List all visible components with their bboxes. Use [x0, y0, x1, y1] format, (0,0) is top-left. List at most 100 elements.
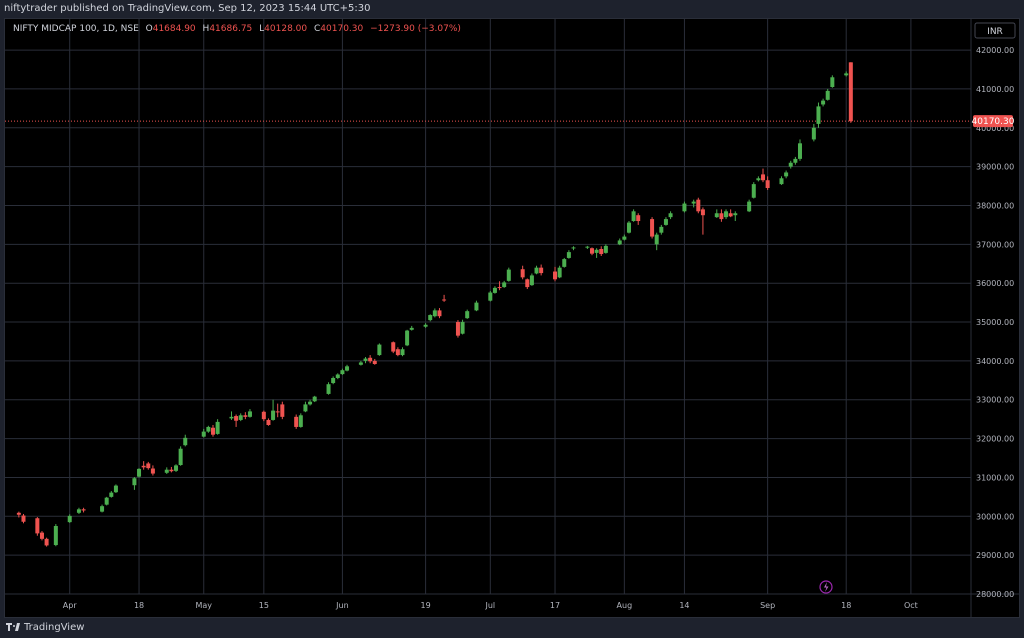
x-tick-label: Jun	[335, 601, 349, 610]
candle-body	[691, 201, 696, 204]
candle-body	[589, 248, 594, 254]
candle-body	[298, 415, 303, 427]
candle-body	[377, 344, 382, 356]
symbol-legend[interactable]: NIFTY MIDCAP 100, 1D, NSE O41684.90 H416…	[13, 24, 461, 34]
x-tick-label: 19	[421, 601, 431, 610]
x-tick-label: 18	[134, 601, 144, 610]
y-tick-label: 33000.00	[976, 396, 1014, 405]
last-price-tag-bg	[973, 115, 1013, 128]
candle-body	[539, 267, 544, 274]
candle-body	[529, 275, 534, 286]
candle-body	[326, 384, 331, 394]
candle-body	[363, 358, 368, 361]
candle-body	[636, 215, 641, 222]
y-tick-label: 40000.00	[976, 124, 1014, 133]
candle-body	[488, 292, 493, 301]
candle-body	[67, 515, 72, 523]
candle-body	[146, 463, 151, 469]
candle-body	[668, 213, 673, 218]
high-value: 41686.75	[209, 24, 252, 34]
candle-body	[100, 506, 105, 512]
candle-body	[460, 322, 465, 334]
candle-body	[747, 201, 752, 212]
candle-body	[700, 209, 705, 216]
chart-frame[interactable]: 28000.00 29000.00 30000.00 31000.00 32000.00…	[4, 18, 1020, 618]
currency-label: INR	[987, 27, 1003, 37]
x-tick-label: Sep	[760, 601, 775, 610]
candle-body	[76, 509, 81, 513]
tradingview-logo[interactable]: TradingView	[6, 622, 84, 633]
candle-body	[830, 77, 835, 87]
candle-body	[206, 426, 211, 432]
candle-body	[594, 249, 599, 253]
candle-body	[391, 342, 396, 352]
candle-body	[44, 538, 49, 546]
candle-body	[16, 512, 21, 515]
last-price-label: 40170.30	[972, 117, 1015, 127]
price-axis[interactable]: 28000.00 29000.00 30000.00 31000.00 32000.00…	[976, 46, 1014, 599]
y-tick-label: 38000.00	[976, 201, 1014, 210]
candle-body	[294, 416, 299, 427]
candle-body	[266, 419, 271, 425]
candle-body	[39, 532, 44, 539]
close-label: C	[314, 24, 320, 34]
candle-body	[733, 213, 738, 216]
candle-body	[432, 310, 437, 317]
low-label: L	[259, 24, 264, 34]
candle-body	[358, 362, 363, 365]
candle-body	[825, 90, 830, 100]
open-value: 41684.90	[153, 24, 196, 34]
candle-body	[104, 497, 109, 505]
candle-body	[169, 469, 174, 472]
candle-body	[368, 357, 373, 362]
candle-body	[271, 410, 276, 420]
candle-body	[659, 226, 664, 233]
candle-body	[724, 211, 729, 218]
candle-body	[502, 282, 507, 288]
candle-body	[21, 515, 26, 522]
candle-body	[557, 267, 562, 278]
candle-body	[585, 246, 590, 248]
candle-body	[650, 219, 655, 237]
candle-body	[682, 203, 687, 212]
y-tick-label: 30000.00	[976, 512, 1014, 521]
candle-body	[696, 199, 701, 212]
currency-button[interactable]: INR	[974, 22, 1016, 39]
candle-body	[599, 249, 604, 255]
candle-body	[109, 492, 114, 497]
candle-body	[400, 349, 405, 356]
candle-body	[455, 322, 460, 336]
candle-body	[751, 184, 756, 198]
y-tick-label: 39000.00	[976, 163, 1014, 172]
y-tick-label: 29000.00	[976, 551, 1014, 560]
candle-body	[816, 106, 821, 124]
grid-lines	[5, 19, 971, 595]
candle-body	[437, 310, 442, 317]
candle-body	[113, 485, 118, 493]
change-value: −1273.90 (−3.07%)	[370, 24, 461, 34]
candlestick-chart[interactable]: 28000.00 29000.00 30000.00 31000.00 32000.00…	[5, 19, 1019, 617]
event-marker-icon[interactable]	[819, 580, 833, 594]
tradingview-logo-icon	[6, 623, 20, 631]
x-tick-label: 15	[259, 601, 269, 610]
candle-body	[506, 269, 511, 281]
candle-body	[663, 219, 668, 225]
candle-body	[465, 311, 470, 319]
candle-body	[571, 247, 576, 249]
candle-body	[784, 172, 789, 177]
candle-body	[247, 411, 252, 417]
close-value: 40170.30	[320, 24, 363, 34]
y-tick-label: 28000.00	[976, 590, 1014, 599]
x-tick-label: 17	[550, 601, 560, 610]
candle-body	[788, 162, 793, 167]
candle-body	[280, 404, 285, 417]
last-price-tag: 40170.30	[972, 115, 1015, 128]
candle-body	[210, 427, 215, 435]
y-tick-label: 35000.00	[976, 318, 1014, 327]
candle-body	[797, 143, 802, 159]
time-axis[interactable]: Apr 18 May 15 Jun 19 Jul 17 Aug 14 Sep 18 Oct	[63, 601, 918, 610]
candle-body	[617, 240, 622, 245]
candle-body	[474, 302, 479, 311]
candle-body	[234, 416, 239, 421]
candle-body	[728, 213, 733, 217]
